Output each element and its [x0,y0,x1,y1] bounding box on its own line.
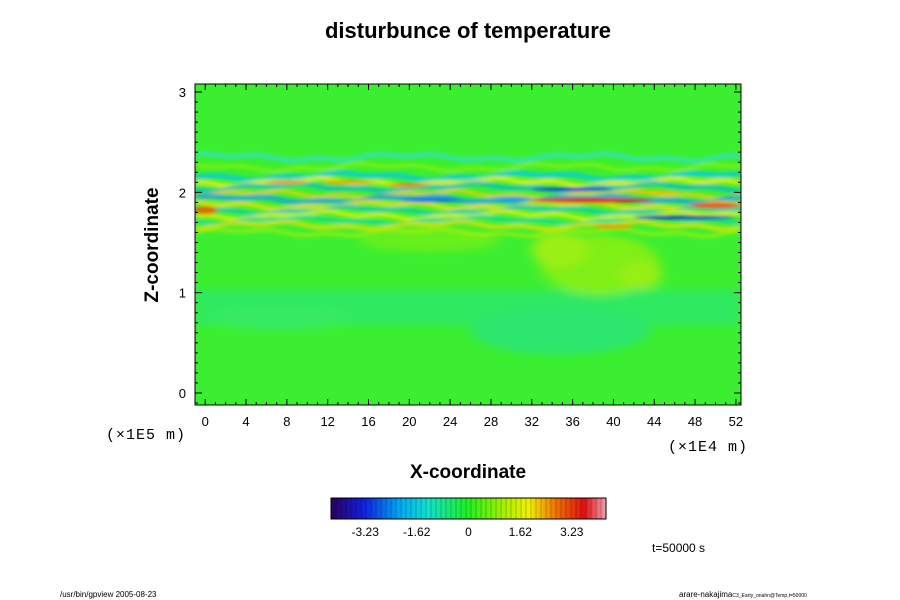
chart-title: disturbunce of temperature [325,18,611,43]
anomaly-blob [633,215,736,220]
anomaly-blob [322,180,374,185]
x-tick-label: 4 [242,414,249,429]
y-tick-label: 3 [179,85,186,100]
time-label: t=50000 s [652,541,705,555]
x-tick-label: 28 [484,414,498,429]
y-tick-label: 1 [179,286,186,301]
disturbance-band [195,169,741,183]
disturbance-bands [195,151,741,239]
footer-right-sub: C3_Earty_onahn@Temp,t=50000 [732,593,807,599]
disturbance-band [195,219,741,232]
x-tick-label: 12 [320,414,334,429]
colorbar-tick-label: -1.62 [403,525,431,539]
colorbar-gradient [331,498,606,519]
anomaly-blob [388,183,430,188]
colorbar-stripes [335,498,602,519]
colorbar-tick-label: 1.62 [509,525,533,539]
anomaly-blob [490,196,532,201]
colorbar-tick-labels: -3.23 -1.62 0 1.62 3.23 [352,525,584,539]
plot-frame [194,83,742,406]
anomaly-blob [399,198,461,203]
x-tick-label: 40 [606,414,620,429]
y-axis-label: Z-coordinate [142,187,163,302]
colorbar-frame [330,497,607,520]
x-axis-label: X-coordinate [410,462,526,483]
y-scale-label: (×1E5 m) [106,427,186,444]
x-tick-label: 16 [361,414,375,429]
x-scale-label: (×1E4 m) [668,439,748,456]
anomaly-blob [195,206,218,215]
y-tick-label: 0 [179,386,186,401]
y-tick-label: 2 [179,185,186,200]
axis-ticks [194,84,741,405]
colorbar-tick-label: 0 [465,525,472,539]
x-tick-label: 52 [729,414,743,429]
footer-right-main: arare-nakajima [679,590,733,599]
colorbar: -3.23 -1.62 0 1.62 3.23 [330,497,607,539]
disturbance-band [195,204,741,217]
x-tick-label: 36 [565,414,579,429]
x-tick-labels: 0 4 8 12 16 20 24 28 32 36 40 44 48 52 [202,414,744,429]
disturbance-band [195,181,741,194]
anomaly-blob [531,187,614,192]
anomaly-blob [689,202,741,209]
plot-area [195,84,741,405]
x-tick-label: 48 [688,414,702,429]
x-tick-label: 20 [402,414,416,429]
anomaly-blob [593,224,634,229]
x-tick-label: 0 [202,414,209,429]
disturbance-band [195,226,741,239]
footer-left: /usr/bin/gpview 2005-08-23 [60,590,157,599]
anomaly-blob [266,180,308,185]
footer-right: arare-nakajimaC3_Earty_onahn@Temp,t=5000… [679,590,807,599]
y-tick-labels: 0 1 2 3 [179,85,186,401]
field-lower-shading [195,228,741,355]
colorbar-tick-label: 3.23 [560,525,584,539]
disturbance-band [195,161,741,174]
x-tick-label: 24 [443,414,457,429]
colorbar-tick-label: -3.23 [352,525,380,539]
anomaly-blob [531,197,655,203]
x-tick-label: 8 [283,414,290,429]
x-tick-label: 44 [647,414,661,429]
disturbance-band [195,151,741,164]
anomaly-blob [628,190,680,195]
x-tick-label: 32 [525,414,539,429]
disturbance-band [195,199,741,212]
